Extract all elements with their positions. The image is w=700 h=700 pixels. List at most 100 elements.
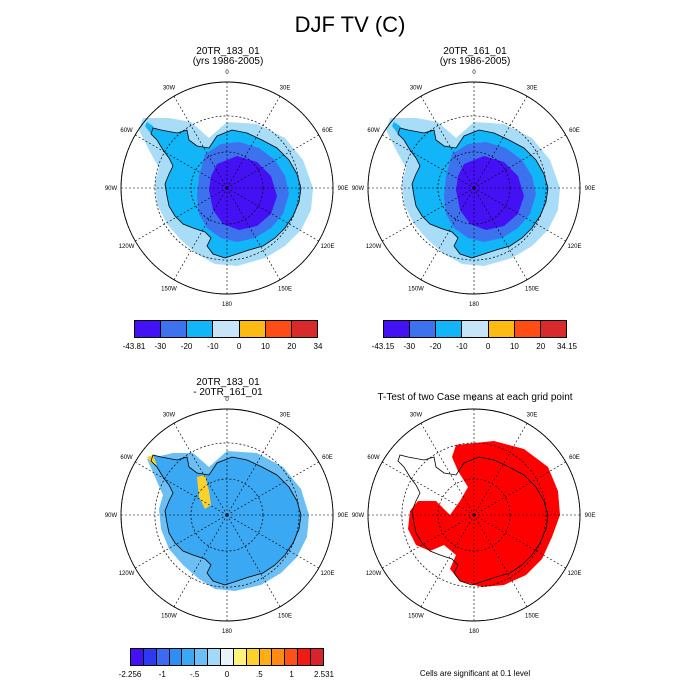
colorbar-tick-label: -43.81: [122, 342, 146, 351]
map-longitude-label: 180: [469, 629, 480, 635]
panel-1-title: 20TR_183_01 (yrs 1986-2005): [192, 46, 264, 67]
colorbar-tick-label: -30: [154, 342, 167, 351]
colorbar-tick-label: -10: [207, 342, 219, 351]
map-longitude-label: 0: [225, 70, 229, 76]
colorbar-swatch: [221, 649, 234, 665]
temperature-field: [139, 118, 313, 266]
map-longitude-label: 60E: [569, 455, 580, 461]
colorbar-panel-2: [383, 320, 567, 338]
colorbar-swatch: [187, 321, 214, 337]
map-longitude-label: 150E: [525, 286, 539, 292]
map-longitude-label: 90E: [338, 513, 349, 519]
colorbar-swatch: [239, 321, 266, 337]
panel-3-title: 20TR_183_01 - 20TR_161_01: [193, 377, 263, 398]
map-longitude-label: 120W: [119, 244, 135, 250]
coastline: [397, 454, 549, 586]
map-longitude-label: 120E: [567, 244, 581, 250]
colorbar-tick-label: -43.15: [371, 342, 395, 351]
map-longitude-label: 0: [472, 397, 476, 403]
colorbar-swatch: [410, 321, 437, 337]
map-longitude-label: 150E: [278, 286, 292, 292]
map-longitude-label: 120W: [366, 571, 382, 577]
map-longitude-label: 30E: [527, 413, 538, 419]
map-longitude-label: 150W: [408, 286, 424, 292]
map-boundary: [367, 408, 581, 622]
difference-field: [147, 451, 309, 591]
map-longitude-label: 120E: [320, 571, 334, 577]
colorbar-swatch: [298, 649, 312, 665]
panel-4-title: T-Test of two Case means at each grid po…: [377, 392, 573, 403]
map-longitude-label: 60W: [367, 128, 380, 134]
colorbar-swatch: [143, 649, 157, 665]
colorbar-swatch: [246, 649, 260, 665]
colorbar-tick-label: -10: [456, 342, 468, 351]
colorbar-tick-label: -1: [158, 670, 166, 679]
colorbar-tick-label: 34: [313, 342, 323, 351]
map-panel-1: 0 30E 60E 90E 120E 150E 180 150W 120W 90W 60W 30W: [105, 70, 349, 308]
significance-note: Cells are significant at 0.1 level: [419, 669, 531, 678]
map-longitude-label: 120W: [366, 244, 382, 250]
colorbar-swatch: [182, 649, 196, 665]
map-longitude-label: 90W: [352, 513, 365, 519]
map-grid: [367, 81, 581, 295]
colorbar-tick-label: 1: [289, 670, 294, 679]
colorbar-swatch: [213, 321, 240, 337]
colorbar-swatch: [514, 321, 541, 337]
temperature-field: [386, 118, 560, 266]
map-longitude-label: 0: [225, 397, 229, 403]
colorbar-swatch: [265, 321, 292, 337]
map-longitude-label: 30W: [163, 413, 176, 419]
colorbar-tick-label: 20: [536, 342, 546, 351]
colorbar-swatch: [135, 321, 162, 337]
map-longitude-label: 30E: [280, 413, 291, 419]
colorbar-tick-label: -20: [429, 342, 442, 351]
map-longitude-label: 30E: [527, 86, 538, 92]
map-longitude-label: 150E: [525, 613, 539, 619]
map-longitude-label: 150W: [161, 286, 177, 292]
map-boundary: [367, 81, 581, 295]
colorbar-tick-label: 2.531: [313, 670, 335, 679]
map-longitude-label: 90W: [352, 186, 365, 192]
colorbar-tick-label: .5: [255, 670, 263, 679]
map-longitude-label: 30W: [163, 86, 176, 92]
colorbar-panel-1-ticks: -43.81 -30 -20 -10 0 10 20 34: [123, 342, 323, 352]
coastline: [150, 127, 302, 259]
map-longitude-label: 120W: [119, 571, 135, 577]
map-longitude-label: 180: [222, 302, 233, 308]
significance-field: [397, 441, 560, 587]
map-longitude-label: 60W: [367, 455, 380, 461]
colorbar-panel-1: [134, 320, 318, 338]
map-longitude-label: 60E: [569, 128, 580, 134]
colorbar-swatch: [233, 649, 247, 665]
panel-2-title: 20TR_161_01 (yrs 1986-2005): [439, 46, 511, 67]
map-longitude-label: 90E: [338, 186, 349, 192]
map-panel-4: 0 30E 60E 90E 120E 150E 180 150W 120W 90W 60W 30W: [352, 397, 596, 635]
colorbar-swatch: [208, 649, 222, 665]
colorbar-swatch: [311, 649, 323, 665]
colorbar-swatch: [272, 649, 286, 665]
colorbar-swatch: [384, 321, 411, 337]
colorbar-tick-label: 34.15: [556, 342, 578, 351]
coastline: [150, 454, 302, 586]
map-longitude-label: 90W: [105, 186, 118, 192]
map-grid: [120, 408, 334, 622]
figure-title: DJF TV (C): [294, 12, 406, 37]
map-longitude-label: 180: [222, 629, 233, 635]
map-longitude-label: 60E: [322, 128, 333, 134]
colorbar-tick-label: -.5: [189, 670, 200, 679]
map-longitude-label: 30E: [280, 86, 291, 92]
colorbar-swatch: [462, 321, 489, 337]
map-panel-2: 0 30E 60E 90E 120E 150E 180 150W 120W 90W 60W 30W: [352, 70, 596, 308]
colorbar-difference-ticks: -2.256 -1 -.5 0 .5 1 2.531: [119, 670, 334, 680]
map-longitude-label: 150W: [408, 613, 424, 619]
colorbar-swatch: [436, 321, 463, 337]
map-longitude-label: 90E: [585, 186, 596, 192]
colorbar-swatch: [488, 321, 515, 337]
colorbar-swatch: [291, 321, 317, 337]
colorbar-swatch: [131, 649, 144, 665]
map-longitude-label: 120E: [320, 244, 334, 250]
map-boundary: [120, 81, 334, 295]
map-grid: [367, 408, 581, 622]
colorbar-swatch: [259, 649, 273, 665]
map-longitude-label: 60E: [322, 455, 333, 461]
